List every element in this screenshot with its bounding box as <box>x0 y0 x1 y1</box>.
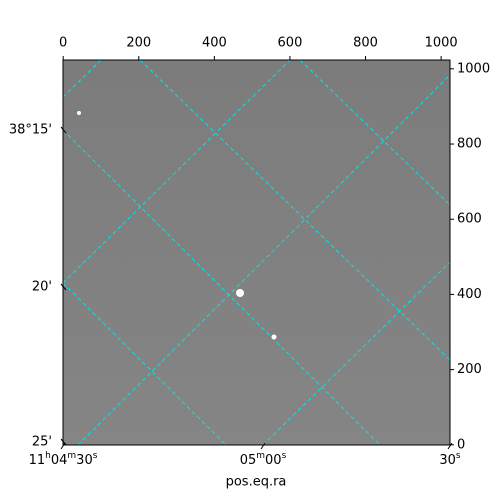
dec-tick-label: 25' <box>32 435 52 450</box>
dec-tick <box>60 126 67 134</box>
ra-tick <box>447 442 453 450</box>
dec-tick-label: 20' <box>32 280 52 295</box>
y-tick-label: 400 <box>457 287 482 302</box>
x-tick-label: 400 <box>202 36 227 51</box>
x-tick-label: 0 <box>59 36 67 51</box>
y-tick-label: 200 <box>457 362 482 377</box>
image <box>63 60 450 445</box>
ra-tick <box>60 442 66 450</box>
x-tick-label: 200 <box>126 36 151 51</box>
y-tick-label: 800 <box>457 137 482 152</box>
x-tick-label: 600 <box>278 36 303 51</box>
dec-tick-label: 38°15' <box>9 123 52 138</box>
dec-tick <box>60 438 67 446</box>
x-axis-label: pos.eq.ra <box>226 475 287 490</box>
y-tick-label: 1000 <box>457 61 490 76</box>
y-tick-label: 0 <box>457 437 465 452</box>
ra-tick-label: 05m00s <box>240 451 287 468</box>
frame <box>62 59 451 446</box>
ra-tick <box>260 442 266 450</box>
star <box>271 334 277 340</box>
star <box>236 289 244 297</box>
ra-tick-label: 30s <box>439 451 461 468</box>
x-tick-label: 800 <box>353 36 378 51</box>
ra-tick-label: 11h04m30s <box>29 451 98 468</box>
stars <box>77 111 277 340</box>
dec-tick <box>60 283 67 291</box>
x-tick-label: 1000 <box>425 36 458 51</box>
star <box>77 111 81 115</box>
y-tick-label: 600 <box>457 212 482 227</box>
coordinate-grid <box>63 60 450 445</box>
